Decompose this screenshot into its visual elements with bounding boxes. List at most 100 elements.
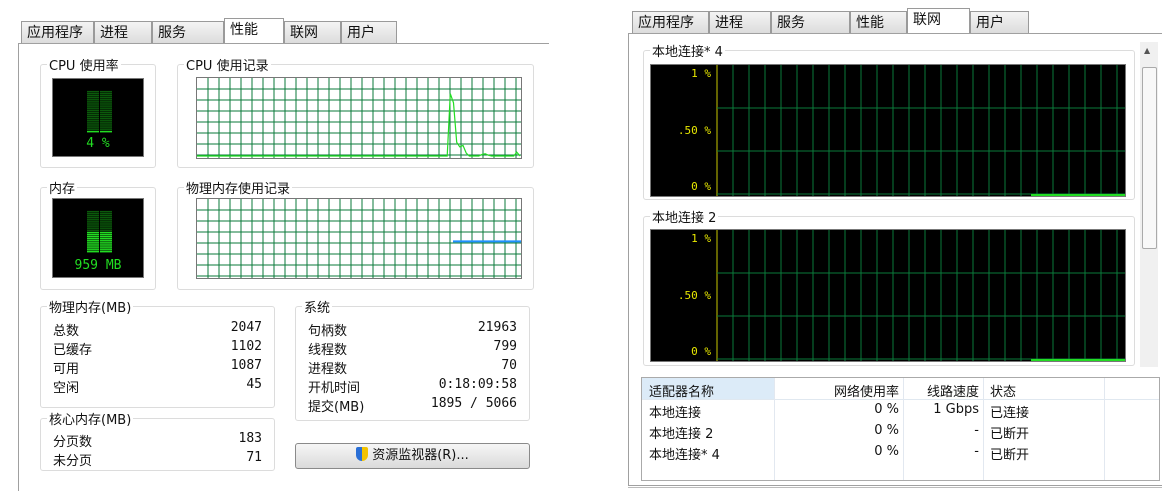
meter-bar [87, 98, 99, 100]
stat-value: 1895 / 5066 [430, 396, 517, 411]
net-graph-group-2: 本地连接 2 [643, 207, 1135, 366]
tab-services[interactable]: 服务 [152, 21, 224, 43]
memory-title: 内存 [47, 178, 78, 197]
meter-bar [100, 243, 112, 245]
cpu-usage-title: CPU 使用率 [47, 55, 121, 74]
meter-bar [87, 235, 99, 238]
tab-networking[interactable]: 联网 [907, 8, 970, 33]
y-label-max: 1 % [691, 67, 711, 80]
mem-history-title: 物理内存使用记录 [184, 178, 293, 197]
tab-users[interactable]: 用户 [970, 11, 1029, 33]
meter-bar [87, 108, 99, 110]
meter-bar [87, 214, 99, 217]
stat-label: 已缓存 [53, 343, 93, 358]
meter-bar [100, 111, 112, 114]
column-adapter-name[interactable]: 适配器名称 [649, 385, 715, 400]
meter-bar [87, 106, 99, 108]
scrollbar-thumb[interactable] [1142, 67, 1157, 249]
meter-bar [100, 220, 112, 222]
tab-processes[interactable]: 进程 [94, 21, 152, 43]
meter-bar [100, 239, 112, 241]
mem-history-group: 物理内存使用记录 [177, 178, 534, 290]
meter-bar [100, 247, 112, 249]
stat-value: 1102 [230, 339, 262, 354]
meter-bar [100, 241, 112, 243]
net-graph-1: 1 % .50 % 0 % [650, 64, 1126, 197]
stat-label: 未分页 [53, 454, 93, 469]
tab-processes[interactable]: 进程 [709, 11, 771, 33]
meter-bar [87, 100, 99, 102]
tab-networking[interactable]: 联网 [284, 21, 341, 43]
tab-applications[interactable]: 应用程序 [632, 11, 709, 33]
meter-bar [87, 210, 99, 213]
tab-users[interactable]: 用户 [341, 21, 397, 43]
net-graph-title-2: 本地连接 2 [650, 207, 719, 226]
meter-bar [100, 129, 112, 131]
meter-bar [100, 251, 112, 253]
meter-bar [87, 237, 99, 240]
stat-row: 空闲 45 [53, 377, 262, 396]
state-cell: 已断开 [990, 448, 1030, 463]
meter-bar [87, 113, 99, 116]
tab-applications[interactable]: 应用程序 [21, 21, 94, 43]
meter-bar [100, 222, 112, 224]
net-graph-group-1: 本地连接* 4 [643, 41, 1135, 200]
state-cell: 已连接 [990, 406, 1030, 421]
meter-bar [100, 210, 112, 213]
meter-bar [100, 108, 112, 110]
meter-bar [87, 127, 99, 129]
meter-bar [87, 218, 99, 220]
shield-icon [356, 447, 369, 461]
meter-bar [100, 98, 112, 100]
column-state[interactable]: 状态 [990, 385, 1017, 400]
meter-bar [100, 125, 112, 127]
stat-value: 21963 [477, 320, 517, 335]
adapter-name-cell: 本地连接 2 [649, 427, 714, 442]
meter-bar [100, 233, 112, 236]
graphs-scrollbar[interactable]: ▲ [1140, 42, 1158, 367]
meter-bar [87, 119, 99, 121]
meter-bar [100, 90, 112, 93]
meter-bar [100, 110, 112, 112]
adapter-name-cell: 本地连接* 4 [649, 448, 720, 463]
meter-bar [100, 113, 112, 116]
meter-bar [100, 123, 112, 125]
y-label-max: 1 % [691, 232, 711, 245]
meter-bar [100, 131, 112, 133]
tab-performance[interactable]: 性能 [224, 18, 284, 43]
meter-bar [87, 90, 99, 93]
meter-bar [87, 230, 99, 232]
cpu-usage-meter: 4 % [52, 78, 144, 157]
meter-bar [100, 119, 112, 121]
adapter-name-cell: 本地连接 [649, 406, 702, 421]
scroll-up-arrow-icon[interactable]: ▲ [1144, 46, 1151, 55]
net-graph-2: 1 % .50 % 0 % [650, 229, 1126, 362]
resource-monitor-button[interactable]: 资源监视器(R)... [295, 443, 530, 469]
meter-bar [87, 123, 99, 125]
meter-bar [100, 212, 112, 215]
column-network-usage[interactable]: 网络使用率 [833, 385, 899, 400]
meter-bar [87, 228, 99, 230]
meter-bar [87, 104, 99, 106]
meter-bar [87, 224, 99, 226]
meter-bar [87, 226, 99, 228]
resource-monitor-label: 资源监视器(R)... [372, 448, 469, 463]
cpu-usage-group: CPU 使用率 [40, 55, 156, 168]
stat-row: 可用 1087 [53, 358, 262, 377]
stat-label: 总数 [53, 324, 80, 339]
system-title: 系统 [302, 297, 333, 316]
meter-bar [100, 104, 112, 106]
meter-bar [87, 222, 99, 224]
meter-bar [87, 249, 99, 251]
stat-value: 183 [238, 431, 262, 446]
column-link-speed[interactable]: 线路速度 [926, 385, 979, 400]
tab-services[interactable]: 服务 [771, 11, 850, 33]
stat-row: 分页数 183 [53, 431, 262, 450]
tab-performance[interactable]: 性能 [850, 11, 907, 33]
meter-bar [87, 247, 99, 249]
stat-value: 1087 [230, 358, 262, 373]
stat-value: 71 [246, 450, 262, 465]
meter-bar [87, 96, 99, 99]
cpu-history-group: CPU 使用记录 [177, 55, 534, 168]
stat-row: 已缓存 1102 [53, 339, 262, 358]
